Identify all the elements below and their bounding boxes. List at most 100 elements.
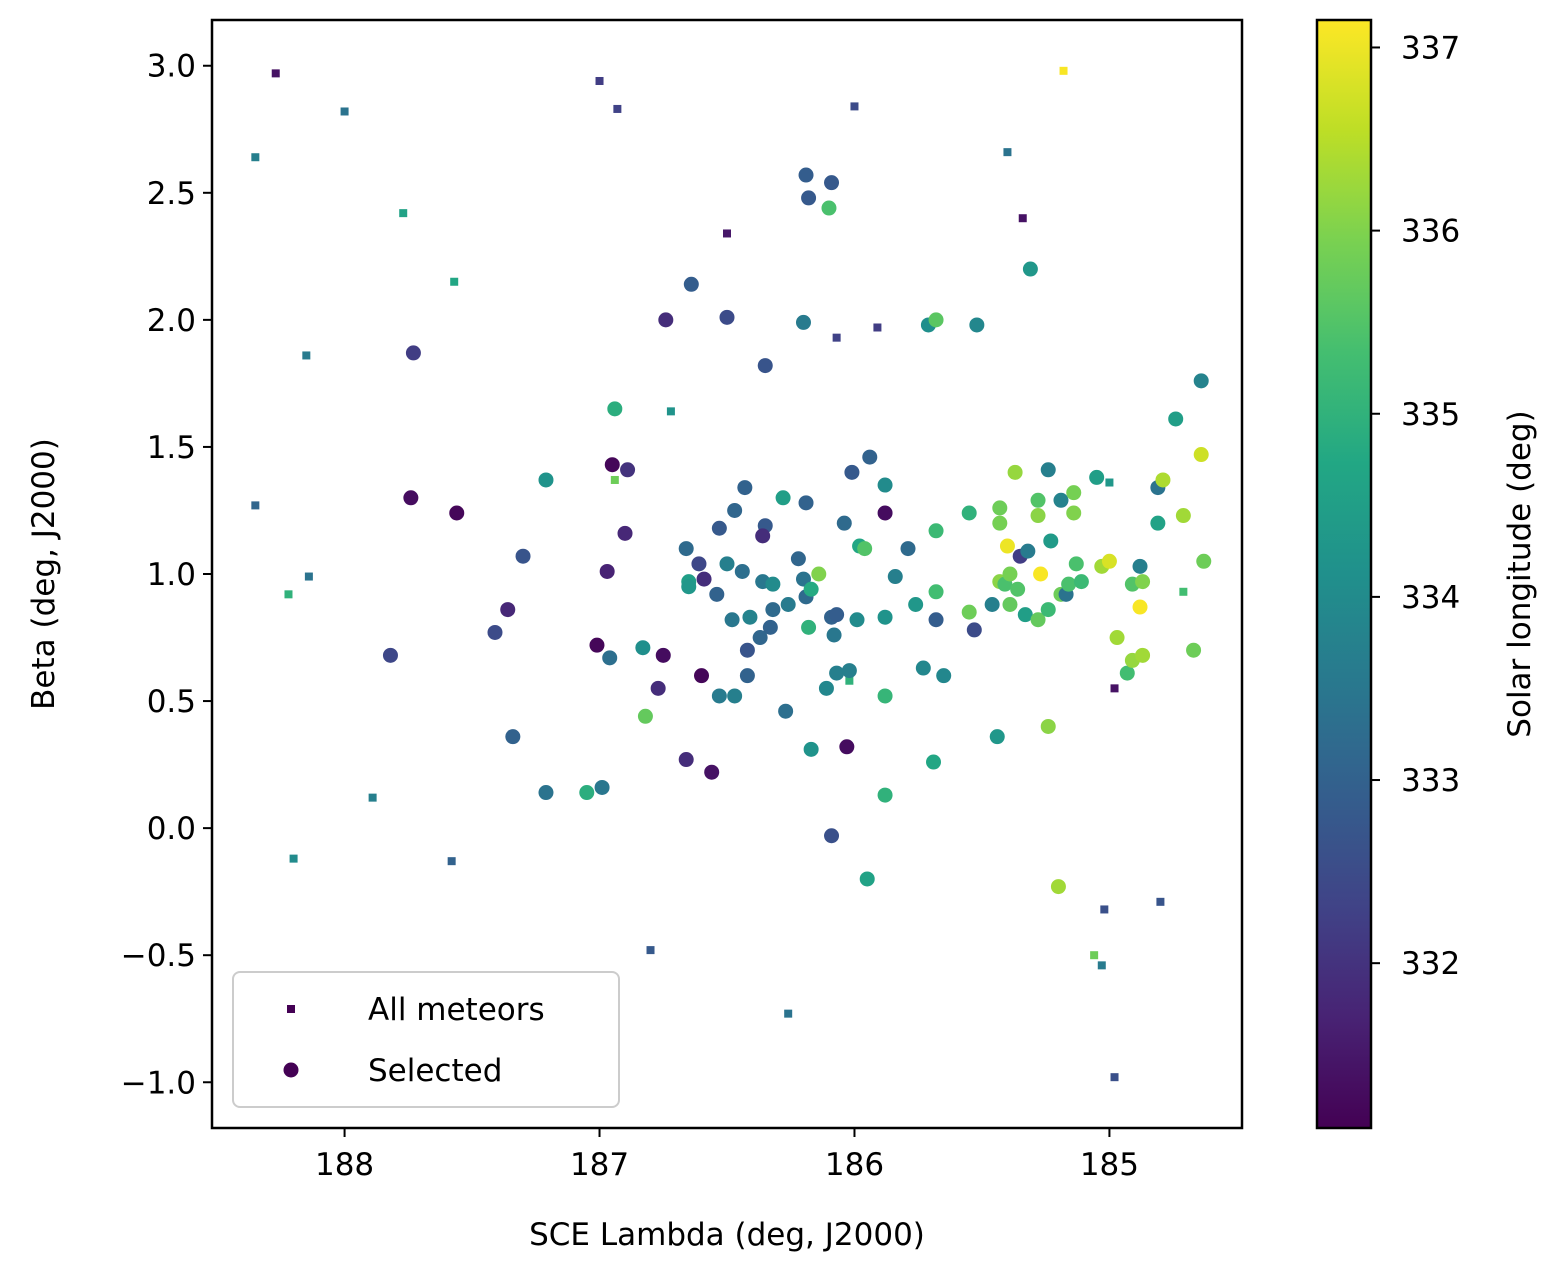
selected-point xyxy=(589,637,605,653)
selected-point xyxy=(928,312,944,328)
colorbar-tick-label: 332 xyxy=(1401,946,1460,982)
legend-label-selected: Selected xyxy=(368,1053,502,1089)
all-meteors-point xyxy=(340,107,349,116)
selected-point xyxy=(1196,553,1212,569)
all-meteors-point xyxy=(784,1009,793,1018)
all-meteors-point xyxy=(289,854,298,863)
selected-point xyxy=(841,663,857,679)
selected-point xyxy=(620,462,636,478)
selected-point xyxy=(859,871,875,887)
selected-point xyxy=(724,612,740,628)
selected-point xyxy=(604,457,620,473)
selected-point xyxy=(961,604,977,620)
y-tick-label: 2.5 xyxy=(147,176,196,212)
y-tick-label: 2.0 xyxy=(147,303,196,339)
all-meteors-point xyxy=(1156,897,1165,906)
y-tick-label: 3.0 xyxy=(147,49,196,85)
selected-point xyxy=(908,596,924,612)
all-meteors-point xyxy=(1100,905,1109,914)
all-meteors-point xyxy=(399,209,408,218)
selected-point xyxy=(681,579,697,595)
all-meteors-point xyxy=(1003,148,1012,157)
selected-point xyxy=(515,548,531,564)
selected-point xyxy=(1061,576,1077,592)
selected-point xyxy=(1175,508,1191,524)
selected-point xyxy=(739,642,755,658)
all-meteors-point xyxy=(723,229,731,238)
selected-point xyxy=(694,668,710,684)
selected-point xyxy=(966,622,982,638)
selected-point xyxy=(824,175,840,191)
plot-area-frame xyxy=(210,18,1244,1130)
selected-point xyxy=(1193,373,1209,389)
all-meteors-point xyxy=(304,572,313,581)
selected-point xyxy=(1089,469,1105,485)
selected-point xyxy=(928,612,944,628)
selected-point xyxy=(602,650,618,666)
colorbar-gradient xyxy=(1315,18,1373,1130)
selected-point xyxy=(989,729,1005,745)
selected-point xyxy=(709,586,725,602)
selected-point xyxy=(887,569,903,585)
selected-point xyxy=(719,556,735,572)
selected-point xyxy=(984,596,1000,612)
selected-point xyxy=(839,739,855,755)
selected-point xyxy=(780,596,796,612)
selected-point xyxy=(862,449,878,465)
selected-point xyxy=(1010,581,1026,597)
selected-point xyxy=(961,505,977,521)
all-meteors-point xyxy=(646,946,655,955)
all-meteors-point xyxy=(251,501,260,510)
selected-point xyxy=(1020,543,1036,559)
selected-point xyxy=(811,566,827,582)
selected-point xyxy=(711,520,727,536)
all-meteors-point xyxy=(850,102,859,111)
selected-point xyxy=(538,785,554,801)
selected-point xyxy=(1073,574,1089,590)
selected-point xyxy=(928,584,944,600)
selected-point xyxy=(829,607,845,623)
selected-point xyxy=(505,729,521,745)
selected-point xyxy=(877,787,893,803)
selected-point xyxy=(752,630,768,646)
selected-point xyxy=(798,495,814,511)
selected-point xyxy=(824,828,840,844)
all-meteors-point xyxy=(1059,66,1068,75)
colorbar-tick-label: 335 xyxy=(1401,397,1460,433)
selected-point xyxy=(1135,574,1151,590)
selected-point xyxy=(757,358,773,374)
selected-point xyxy=(877,688,893,704)
selected-point xyxy=(1150,515,1166,531)
x-tick-label: 185 xyxy=(1080,1147,1139,1183)
y-tick-label: −0.5 xyxy=(121,938,196,974)
selected-point xyxy=(683,276,699,292)
selected-point xyxy=(405,345,421,361)
selected-point xyxy=(900,541,916,557)
colorbar-tick-label: 333 xyxy=(1401,763,1460,799)
selected-point xyxy=(790,551,806,567)
selected-point xyxy=(617,525,633,541)
selected-point xyxy=(857,541,873,557)
selected-point xyxy=(803,741,819,757)
selected-point xyxy=(382,647,398,663)
all-meteors-point xyxy=(1018,214,1027,223)
selected-point xyxy=(1186,642,1202,658)
all-meteors-point xyxy=(845,676,854,685)
legend-square-marker xyxy=(287,1005,295,1013)
selected-point xyxy=(795,571,811,587)
all-meteors-point xyxy=(368,793,377,802)
selected-point xyxy=(803,581,819,597)
selected-point xyxy=(607,401,623,417)
all-meteors-point xyxy=(302,351,311,360)
x-axis-label: SCE Lambda (deg, J2000) xyxy=(529,1217,925,1253)
y-tick-label: 0.0 xyxy=(147,811,196,847)
all-meteors-point xyxy=(1110,1073,1119,1082)
y-tick-label: −1.0 xyxy=(121,1065,196,1101)
selected-point xyxy=(1030,508,1046,524)
all-meteors-point xyxy=(1179,587,1188,596)
selected-point xyxy=(704,764,720,780)
selected-point xyxy=(739,668,755,684)
selected-point xyxy=(678,541,694,557)
selected-point xyxy=(696,571,712,587)
